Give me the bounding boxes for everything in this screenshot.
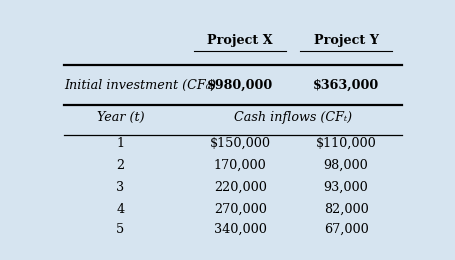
Text: 1: 1 — [116, 137, 124, 150]
Text: 170,000: 170,000 — [214, 159, 267, 172]
Text: 5: 5 — [116, 223, 125, 236]
Text: 98,000: 98,000 — [324, 159, 369, 172]
Text: 2: 2 — [116, 159, 124, 172]
Text: $150,000: $150,000 — [210, 137, 271, 150]
Text: 93,000: 93,000 — [324, 181, 369, 194]
Text: Initial investment (CF₀): Initial investment (CF₀) — [64, 79, 216, 92]
Text: $980,000: $980,000 — [207, 79, 273, 92]
Text: Year (t): Year (t) — [96, 111, 144, 124]
Text: Project X: Project X — [207, 34, 273, 47]
Text: 3: 3 — [116, 181, 124, 194]
Text: Project Y: Project Y — [313, 34, 379, 47]
Text: 67,000: 67,000 — [324, 223, 369, 236]
Text: 270,000: 270,000 — [214, 203, 267, 216]
Text: Cash inflows (CFₜ): Cash inflows (CFₜ) — [234, 111, 352, 124]
Text: 340,000: 340,000 — [214, 223, 267, 236]
Text: 82,000: 82,000 — [324, 203, 369, 216]
Text: $363,000: $363,000 — [313, 79, 379, 92]
Text: $110,000: $110,000 — [316, 137, 376, 150]
Text: 220,000: 220,000 — [214, 181, 267, 194]
Text: 4: 4 — [116, 203, 124, 216]
